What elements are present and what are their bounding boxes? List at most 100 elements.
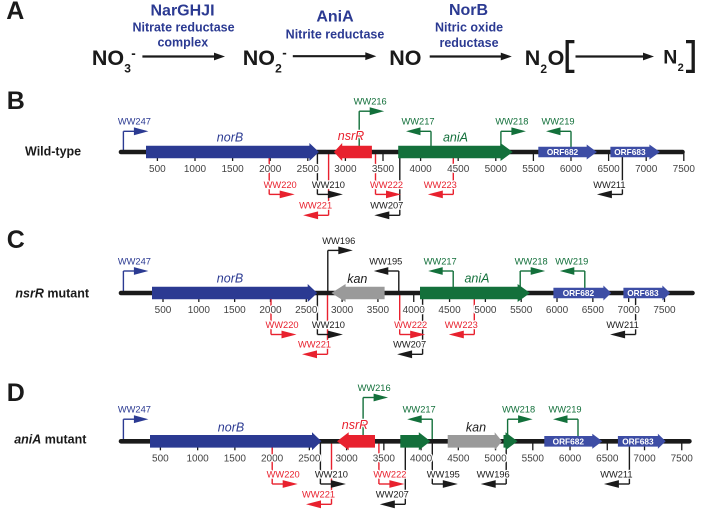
svg-text:norB: norB bbox=[217, 272, 243, 286]
svg-text:1500: 1500 bbox=[224, 454, 247, 465]
svg-text:WW222: WW222 bbox=[373, 469, 406, 479]
svg-text:A: A bbox=[6, 0, 24, 25]
svg-text:aniA mutant: aniA mutant bbox=[14, 433, 87, 447]
svg-text:WW218: WW218 bbox=[515, 256, 548, 266]
svg-text:WW221: WW221 bbox=[302, 490, 335, 500]
svg-text:-: - bbox=[131, 46, 136, 61]
svg-text:WW217: WW217 bbox=[403, 405, 436, 415]
svg-text:WW247: WW247 bbox=[118, 117, 151, 127]
svg-text:5000: 5000 bbox=[484, 454, 507, 465]
svg-text:WW210: WW210 bbox=[312, 180, 345, 190]
svg-text:N: N bbox=[663, 46, 677, 68]
svg-text:N: N bbox=[525, 46, 541, 70]
svg-text:WW217: WW217 bbox=[401, 117, 434, 127]
svg-text:WW221: WW221 bbox=[298, 340, 331, 350]
svg-text:7500: 7500 bbox=[671, 454, 694, 465]
svg-text:5000: 5000 bbox=[474, 305, 497, 316]
svg-text:WW207: WW207 bbox=[370, 201, 403, 211]
svg-text:-: - bbox=[282, 46, 287, 61]
svg-text:norB: norB bbox=[217, 131, 243, 145]
svg-text:WW210: WW210 bbox=[312, 320, 345, 330]
svg-text:WW211: WW211 bbox=[593, 180, 625, 190]
svg-text:WW222: WW222 bbox=[394, 320, 427, 330]
svg-text:WW210: WW210 bbox=[315, 469, 348, 479]
svg-text:1500: 1500 bbox=[221, 164, 244, 175]
svg-text:3500: 3500 bbox=[373, 454, 396, 465]
svg-text:WW220: WW220 bbox=[265, 320, 298, 330]
svg-text:1000: 1000 bbox=[187, 454, 210, 465]
svg-text:D: D bbox=[7, 379, 25, 407]
svg-text:5500: 5500 bbox=[510, 305, 533, 316]
svg-text:WW195: WW195 bbox=[427, 469, 460, 479]
svg-text:nsrR mutant: nsrR mutant bbox=[15, 286, 89, 300]
svg-text:WW211: WW211 bbox=[606, 320, 638, 330]
svg-text:nsrR: nsrR bbox=[338, 129, 364, 143]
svg-text:Nitrate reductase: Nitrate reductase bbox=[132, 21, 234, 35]
svg-text:7000: 7000 bbox=[633, 454, 656, 465]
svg-text:aniA: aniA bbox=[464, 272, 489, 286]
svg-text:WW220: WW220 bbox=[267, 469, 300, 479]
svg-text:4000: 4000 bbox=[403, 305, 426, 316]
svg-text:nsrR: nsrR bbox=[342, 418, 368, 432]
svg-text:NO: NO bbox=[243, 46, 275, 70]
svg-text:WW223: WW223 bbox=[445, 320, 478, 330]
svg-text:WW211: WW211 bbox=[600, 469, 632, 479]
svg-text:4000: 4000 bbox=[410, 454, 433, 465]
svg-text:WW196: WW196 bbox=[477, 469, 510, 479]
svg-text:WW219: WW219 bbox=[548, 405, 581, 415]
svg-text:kan: kan bbox=[347, 272, 367, 286]
svg-text:WW216: WW216 bbox=[354, 97, 387, 107]
svg-text:WW207: WW207 bbox=[393, 340, 426, 350]
svg-text:NorB: NorB bbox=[449, 2, 488, 19]
svg-text:Wild-type: Wild-type bbox=[25, 144, 81, 158]
svg-text:500: 500 bbox=[149, 164, 166, 175]
svg-text:2000: 2000 bbox=[259, 164, 282, 175]
svg-text:5500: 5500 bbox=[522, 164, 545, 175]
svg-text:WW219: WW219 bbox=[555, 256, 588, 266]
svg-text:C: C bbox=[7, 226, 25, 254]
svg-text:WW223: WW223 bbox=[424, 180, 457, 190]
svg-text:WW247: WW247 bbox=[118, 256, 151, 266]
svg-text:reductase: reductase bbox=[439, 36, 498, 50]
svg-text:WW195: WW195 bbox=[369, 256, 402, 266]
svg-text:norB: norB bbox=[218, 421, 244, 435]
svg-text:2000: 2000 bbox=[259, 305, 282, 316]
svg-text:B: B bbox=[7, 87, 25, 115]
svg-text:500: 500 bbox=[152, 454, 169, 465]
svg-text:4500: 4500 bbox=[438, 305, 461, 316]
svg-text:2000: 2000 bbox=[261, 454, 284, 465]
svg-text:6500: 6500 bbox=[596, 454, 619, 465]
svg-text:3500: 3500 bbox=[372, 164, 395, 175]
svg-text:4500: 4500 bbox=[447, 454, 470, 465]
svg-text:ORF682: ORF682 bbox=[553, 436, 585, 446]
svg-text:3000: 3000 bbox=[331, 305, 354, 316]
svg-text:2500: 2500 bbox=[295, 305, 318, 316]
svg-text:4000: 4000 bbox=[409, 164, 432, 175]
svg-text:WW221: WW221 bbox=[299, 201, 332, 211]
svg-text:Nitrite reductase: Nitrite reductase bbox=[286, 28, 385, 42]
svg-text:5500: 5500 bbox=[522, 454, 545, 465]
svg-text:WW218: WW218 bbox=[495, 117, 528, 127]
svg-text:2500: 2500 bbox=[297, 164, 320, 175]
svg-text:WW247: WW247 bbox=[118, 405, 151, 415]
svg-text:ORF682: ORF682 bbox=[563, 288, 595, 298]
svg-text:6500: 6500 bbox=[582, 305, 605, 316]
svg-text:6000: 6000 bbox=[560, 164, 583, 175]
svg-text:6000: 6000 bbox=[559, 454, 582, 465]
svg-text:ORF683: ORF683 bbox=[622, 436, 654, 446]
svg-text:ORF683: ORF683 bbox=[614, 147, 646, 157]
svg-text:WW220: WW220 bbox=[264, 180, 297, 190]
svg-text:7000: 7000 bbox=[618, 305, 641, 316]
svg-text:WW222: WW222 bbox=[370, 180, 403, 190]
svg-text:2: 2 bbox=[540, 62, 547, 76]
svg-text:O: O bbox=[548, 46, 565, 70]
svg-text:3: 3 bbox=[124, 61, 131, 75]
svg-text:1000: 1000 bbox=[188, 305, 211, 316]
svg-text:aniA: aniA bbox=[443, 131, 468, 145]
svg-text:complex: complex bbox=[157, 36, 208, 50]
svg-text:ORF683: ORF683 bbox=[627, 288, 659, 298]
svg-text:2: 2 bbox=[678, 62, 684, 74]
svg-text:NO: NO bbox=[92, 46, 124, 70]
svg-text:NarGHJI: NarGHJI bbox=[150, 2, 214, 19]
svg-text:WW219: WW219 bbox=[541, 117, 574, 127]
